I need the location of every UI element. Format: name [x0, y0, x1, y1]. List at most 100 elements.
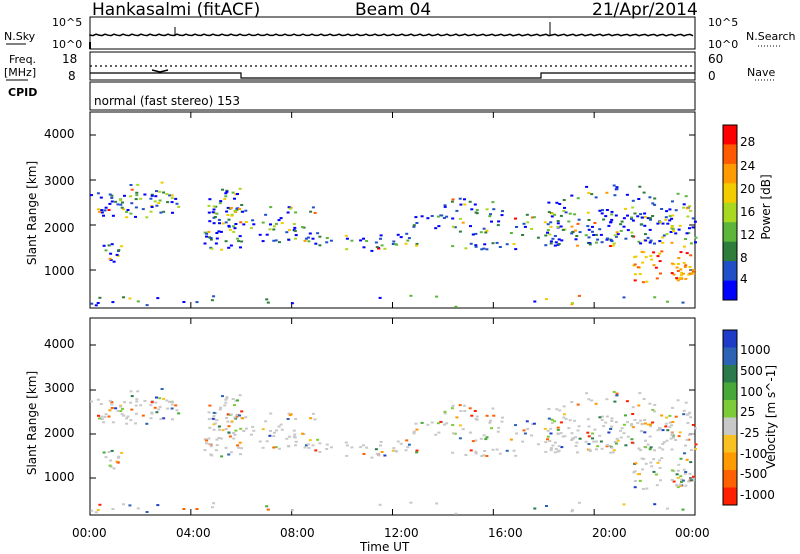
power-cell — [443, 205, 447, 208]
velocity-cell — [344, 441, 348, 444]
power-cell — [240, 240, 244, 243]
velocity-cell — [670, 469, 674, 472]
velocity-cell — [240, 447, 244, 450]
power-cell — [224, 195, 228, 198]
velocity-cell — [664, 425, 668, 428]
velocity-cell — [660, 457, 664, 460]
power-cell — [155, 190, 158, 193]
power-cell — [593, 222, 597, 224]
power-cell — [375, 246, 379, 249]
velocity-cell — [550, 421, 554, 424]
velocity-cell — [665, 439, 669, 442]
velocity-cell — [568, 419, 572, 422]
power-cell — [463, 198, 466, 201]
power-cell — [451, 245, 455, 248]
velocity-cell — [370, 456, 374, 459]
power-cell — [591, 225, 594, 228]
power-cell — [100, 209, 104, 212]
velocity-cell — [258, 440, 262, 443]
power-cell — [484, 231, 488, 234]
power-cell — [451, 217, 455, 220]
power-cell — [586, 225, 590, 228]
velocity-cell — [682, 413, 686, 416]
power-cell — [177, 205, 181, 208]
power-cell — [287, 238, 291, 241]
nave-tick-top: 60 — [708, 52, 724, 66]
power-cell — [607, 224, 611, 227]
velocity-cell — [211, 417, 215, 420]
power-cell — [112, 260, 116, 263]
velocity-cell — [495, 448, 499, 451]
velocity-cell — [556, 426, 560, 429]
power-cell — [674, 232, 678, 235]
power-cell — [294, 237, 297, 240]
power-cell — [212, 222, 216, 225]
power-cell — [219, 200, 223, 203]
power-cell — [98, 210, 102, 213]
velocity-cell — [135, 400, 139, 403]
power-cell — [235, 207, 239, 210]
power-cell — [613, 234, 617, 237]
velocity-colorbar-cell — [723, 435, 737, 453]
power-cell — [228, 228, 232, 231]
power-cell — [107, 209, 111, 211]
power-cell — [239, 221, 243, 224]
power-colorbar-cell — [723, 144, 737, 165]
power-cell — [391, 243, 395, 245]
velocity-cell — [575, 441, 579, 444]
velocity-cell — [110, 449, 114, 452]
power-cell — [497, 220, 501, 223]
p1-ylabel: Slant Range [km] — [25, 160, 39, 266]
velocity-cell — [96, 398, 100, 401]
power-cell — [685, 207, 689, 210]
power-cell — [175, 202, 179, 205]
velocity-cell — [547, 417, 551, 420]
velocity-cell — [670, 434, 674, 436]
power-cell — [158, 190, 162, 193]
velocity-cell — [149, 404, 153, 407]
power-cell — [691, 270, 695, 273]
velocity-cell — [601, 415, 604, 418]
velocity-cell — [546, 438, 549, 441]
power-cell — [110, 200, 114, 203]
velocity-cell — [215, 444, 219, 447]
power-cell — [394, 243, 398, 246]
power-cell — [675, 266, 679, 269]
velocity-cell — [561, 435, 565, 438]
power-cell — [143, 193, 147, 196]
velocity-cell — [116, 409, 120, 412]
power-cell — [480, 248, 484, 251]
power-cell — [685, 252, 689, 255]
velocity-cell — [658, 459, 662, 462]
power-cell — [211, 211, 215, 214]
power-cell — [451, 225, 455, 228]
velocity-cell — [630, 441, 634, 444]
power-cell — [212, 295, 216, 298]
velocity-cell — [272, 446, 276, 449]
power-cell — [238, 235, 242, 238]
velocity-cell — [154, 401, 158, 404]
power-cell — [479, 231, 483, 234]
power-cell — [215, 237, 219, 240]
power-cell — [619, 229, 623, 232]
power-cell — [682, 203, 686, 206]
power-cell — [650, 258, 654, 261]
velocity-cell — [149, 417, 153, 420]
velocity-cell — [442, 423, 446, 426]
velocity-cell — [435, 502, 439, 505]
power-cell — [405, 232, 409, 235]
velocity-cell — [688, 472, 692, 475]
velocity-cell — [643, 422, 647, 425]
power-cell — [631, 219, 635, 222]
power-cell — [574, 229, 577, 232]
xtick-4: 16:00 — [488, 526, 523, 540]
velocity-cell — [212, 415, 216, 417]
power-cell — [602, 218, 606, 221]
power-cell — [458, 230, 462, 233]
velocity-cell — [280, 428, 284, 431]
power-cell — [677, 257, 681, 260]
velocity-cell — [436, 422, 440, 425]
velocity-cell — [345, 444, 349, 447]
power-cell — [231, 191, 235, 194]
power-cell — [556, 222, 560, 225]
